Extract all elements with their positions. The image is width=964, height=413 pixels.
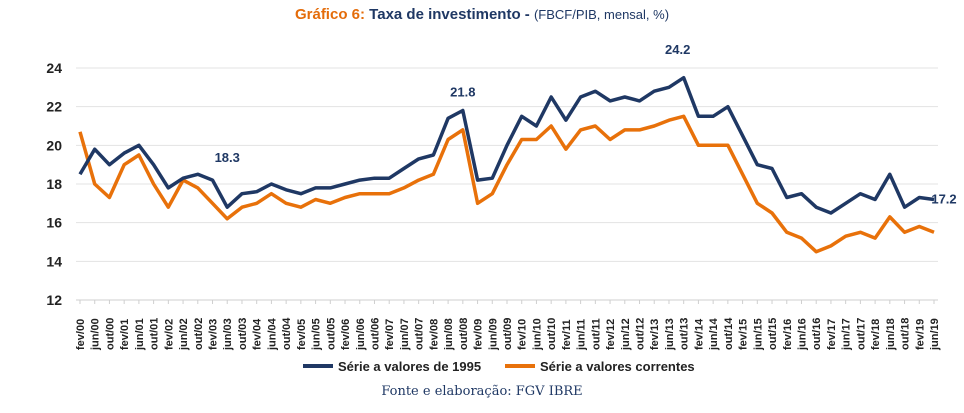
x-tick-label: out/11	[590, 318, 602, 350]
x-tick-label: out/06	[369, 318, 381, 350]
x-tick-label: out/16	[811, 318, 823, 350]
source-note: Fonte e elaboração: FGV IBRE	[381, 384, 583, 399]
x-tick-label: fev/03	[208, 319, 220, 350]
x-tick-label: fev/04	[252, 318, 264, 350]
x-tick-label: fev/16	[782, 319, 794, 350]
x-tick-label: jun/09	[487, 318, 499, 351]
x-tick-label: out/18	[900, 318, 912, 350]
chart-title: Gráfico 6: Taxa de investimento - (FBCF/…	[0, 6, 964, 23]
legend-label: Série a valores de 1995	[338, 359, 481, 374]
y-tick-label: 20	[46, 137, 62, 153]
series-line-valores-correntes	[78, 114, 935, 254]
x-tick-label: out/14	[723, 317, 735, 350]
x-tick-label: jun/15	[752, 318, 764, 351]
x-tick-label: jun/06	[355, 318, 367, 351]
x-tick-label: jun/05	[311, 318, 323, 351]
y-tick-label: 24	[46, 60, 62, 76]
data-label: 18.3	[215, 150, 240, 165]
x-tick-label: jun/11	[576, 319, 588, 351]
y-tick-label: 14	[46, 253, 62, 269]
data-label: 17.2	[931, 191, 956, 206]
data-label: 21.8	[450, 85, 475, 100]
x-tick-label: out/09	[502, 318, 514, 350]
x-tick-label: jun/08	[443, 318, 455, 351]
x-tick-label: jun/01	[134, 318, 146, 351]
title-main: Taxa de investimento -	[369, 6, 530, 23]
x-tick-label: out/07	[414, 318, 426, 350]
x-tick-label: jun/16	[796, 318, 808, 351]
x-tick-label: out/08	[458, 318, 470, 350]
x-tick-label: fev/02	[163, 319, 175, 350]
x-tick-label: fev/10	[517, 319, 529, 350]
x-tick-label: fev/18	[870, 319, 882, 350]
x-tick-label: out/02	[193, 318, 205, 350]
data-label: 24.2	[665, 42, 690, 57]
x-tick-label: fev/00	[75, 319, 87, 350]
x-tick-label: jun/12	[620, 318, 632, 351]
x-tick-label: fev/05	[296, 319, 308, 350]
legend-label: Série a valores correntes	[540, 359, 695, 374]
x-tick-label: jun/14	[708, 317, 720, 351]
y-tick-label: 22	[46, 99, 62, 115]
y-tick-label: 12	[46, 292, 62, 308]
x-tick-label: fev/06	[340, 319, 352, 350]
x-tick-label: jun/04	[266, 317, 278, 351]
x-tick-label: out/10	[546, 318, 558, 350]
x-tick-label: jun/10	[531, 318, 543, 351]
x-tick-label: fev/13	[649, 319, 661, 350]
x-tick-label: fev/11	[561, 319, 573, 350]
x-tick-label: out/12	[635, 318, 647, 350]
x-tick-label: fev/07	[384, 319, 396, 350]
title-sub: (FBCF/PIB, mensal, %)	[533, 7, 670, 22]
x-tick-label: jun/13	[664, 318, 676, 351]
x-tick-label: jun/03	[222, 318, 234, 351]
x-tick-label: out/17	[855, 318, 867, 350]
x-tick-label: out/03	[237, 318, 249, 350]
x-tick-label: fev/15	[738, 319, 750, 350]
x-tick-label: out/05	[325, 318, 337, 350]
x-tick-label: jun/18	[885, 318, 897, 351]
x-tick-label: fev/01	[119, 319, 131, 350]
series-line-valores-1995	[78, 75, 935, 215]
x-tick-label: jun/17	[841, 318, 853, 351]
title-prefix: Gráfico 6:	[294, 6, 365, 23]
x-tick-label: jun/00	[90, 318, 102, 351]
x-tick-label: jun/19	[929, 318, 941, 351]
x-tick-label: out/01	[149, 318, 161, 350]
y-tick-label: 16	[46, 215, 62, 231]
x-tick-label: out/13	[679, 318, 691, 350]
y-tick-label: 18	[46, 176, 62, 192]
x-tick-label: fev/09	[473, 319, 485, 350]
x-tick-label: out/15	[767, 318, 779, 350]
x-tick-label: out/00	[104, 318, 116, 350]
x-tick-label: fev/08	[428, 319, 440, 350]
x-tick-label: fev/19	[914, 319, 926, 350]
x-tick-label: fev/14	[693, 318, 705, 350]
x-tick-label: out/04	[281, 317, 293, 350]
x-tick-label: jun/02	[178, 318, 190, 351]
x-tick-label: jun/07	[399, 318, 411, 351]
x-tick-label: fev/17	[826, 319, 838, 350]
x-tick-label: fev/12	[605, 319, 617, 350]
